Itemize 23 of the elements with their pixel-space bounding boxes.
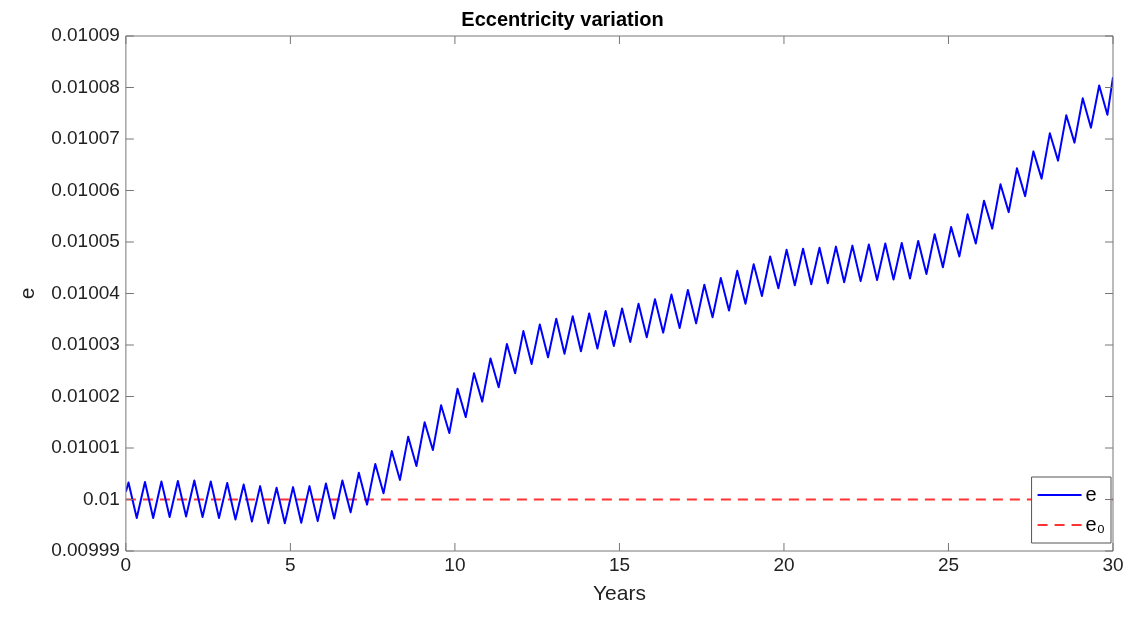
chart-title: Eccentricity variation bbox=[461, 7, 664, 30]
y-tick-label: 0.01005 bbox=[51, 230, 120, 252]
legend-label: e bbox=[1085, 482, 1097, 505]
legend-label: e₀ bbox=[1085, 512, 1106, 535]
x-tick-label: 20 bbox=[773, 553, 795, 575]
y-tick-label: 0.01 bbox=[82, 487, 120, 509]
x-tick-label: 15 bbox=[608, 553, 631, 575]
x-axis-title: Years bbox=[592, 581, 646, 605]
y-axis-title: e bbox=[15, 287, 39, 300]
y-tick-label: 0.01006 bbox=[51, 178, 120, 200]
x-tick-label: 30 bbox=[1102, 553, 1124, 575]
y-tick-label: 0.01007 bbox=[51, 127, 120, 149]
x-tick-label: 10 bbox=[444, 553, 466, 575]
y-tick-label: 0.00999 bbox=[51, 539, 120, 561]
x-tick-label: 5 bbox=[285, 553, 296, 575]
x-tick-label: 25 bbox=[937, 553, 960, 575]
y-tick-label: 0.01002 bbox=[51, 384, 120, 406]
y-tick-label: 0.01008 bbox=[51, 75, 120, 97]
y-tick-label: 0.01001 bbox=[51, 436, 120, 458]
y-tick-label: 0.01009 bbox=[51, 24, 120, 46]
y-tick-label: 0.01004 bbox=[51, 281, 121, 303]
x-tick-label: 0 bbox=[120, 553, 132, 575]
y-tick-label: 0.01003 bbox=[51, 333, 120, 355]
